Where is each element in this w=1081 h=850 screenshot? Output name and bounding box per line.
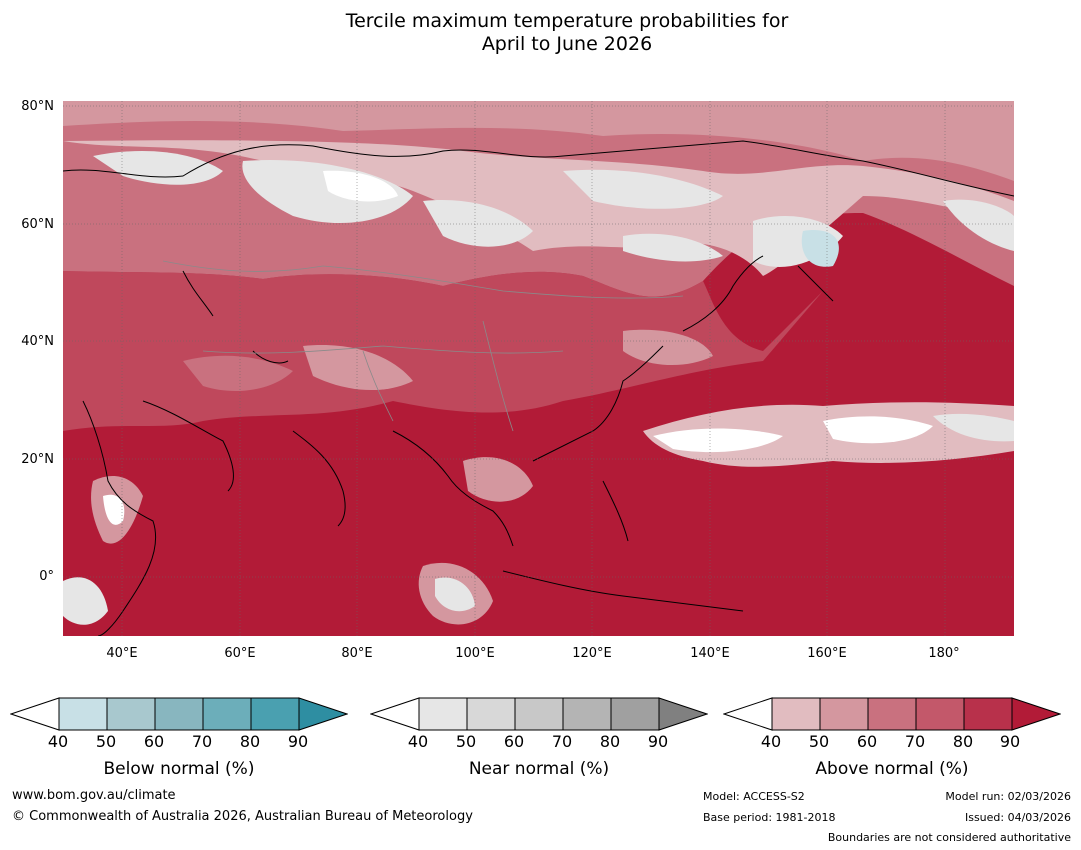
above-tick: 70	[904, 732, 926, 751]
pacific-near-normal	[933, 413, 1014, 442]
colorbar-above-bin-3	[867, 697, 917, 731]
colorbar-near-lower-arrow	[370, 697, 420, 731]
above-tick: 60	[856, 732, 878, 751]
probability-map[interactable]	[63, 101, 1014, 636]
country-borders	[162, 260, 684, 432]
colorbar-below-bin-1	[58, 697, 108, 731]
colorbar-below-bin-5	[250, 697, 300, 731]
near-tick: 80	[599, 732, 621, 751]
colorbar-near	[370, 697, 708, 731]
coastlines	[63, 140, 1014, 636]
colorbar-below-bin-4	[202, 697, 252, 731]
se-asia-patch	[463, 457, 533, 502]
lon-label-180: 180°	[928, 646, 960, 661]
colorbar-below	[10, 697, 348, 731]
map-canvas	[63, 101, 1014, 636]
above-normal-title: Above normal (%)	[815, 759, 969, 779]
lon-label-60e: 60°E	[224, 646, 256, 661]
near-normal-patch	[563, 169, 723, 209]
below-tick: 60	[143, 732, 165, 751]
near-normal-patch	[943, 199, 1014, 251]
lon-label-120e: 120°E	[572, 646, 612, 661]
near-normal-patch	[623, 233, 723, 262]
colorbar-near-bin-5	[610, 697, 660, 731]
colorbar-near-bin-3	[514, 697, 564, 731]
lon-label-160e: 160°E	[807, 646, 847, 661]
below-tick: 50	[95, 732, 117, 751]
near-tick: 40	[407, 732, 429, 751]
model-run-label: Model run: 02/03/2026	[945, 790, 1071, 803]
near-normal-patch	[242, 160, 413, 224]
base-period-label: Base period: 1981-2018	[703, 811, 836, 824]
above-tick: 90	[999, 732, 1021, 751]
gridlines	[63, 101, 1014, 636]
lat-label-40n: 40°N	[21, 334, 54, 349]
near-normal-patch-white	[323, 170, 398, 202]
colorbar-below-bin-3	[154, 697, 204, 731]
below-tick: 80	[239, 732, 261, 751]
title-line-2: April to June 2026	[481, 33, 653, 55]
colorbar-above-bin-2	[819, 697, 869, 731]
title-line-1: Tercile maximum temperature probabilitie…	[345, 10, 789, 32]
colorbar-near-bin-4	[562, 697, 612, 731]
colorbar-above-bin-1	[771, 697, 821, 731]
boundaries-disclaimer: Boundaries are not considered authoritat…	[827, 831, 1071, 844]
colorbar-above	[723, 697, 1061, 731]
lat-label-60n: 60°N	[21, 217, 54, 232]
lon-label-140e: 140°E	[690, 646, 730, 661]
below-normal-title: Below normal (%)	[103, 759, 255, 779]
lon-label-100e: 100°E	[455, 646, 495, 661]
chart-title: Tercile maximum temperature probabilitie…	[0, 10, 1081, 56]
below-tick: 90	[287, 732, 309, 751]
colorbar-near-bin-2	[466, 697, 516, 731]
issued-label: Issued: 04/03/2026	[964, 811, 1071, 824]
near-normal-patch	[93, 151, 223, 185]
pacific-near-normal	[823, 416, 933, 444]
lat-label-0: 0°	[39, 569, 54, 584]
colorbar-near-bin-1	[418, 697, 468, 731]
copyright-notice: © Commonwealth of Australia 2026, Austra…	[12, 809, 473, 824]
mid-band-70	[63, 271, 823, 431]
colorbar-below-upper-arrow	[298, 697, 348, 731]
near-tick: 60	[503, 732, 525, 751]
mid-patch-60	[183, 355, 293, 391]
near-normal-title: Near normal (%)	[468, 759, 610, 779]
mid-patch-50	[303, 345, 413, 391]
colorbar-above-bin-4	[915, 697, 965, 731]
colorbar-near-upper-arrow	[658, 697, 708, 731]
lat-label-80n: 80°N	[21, 99, 54, 114]
colorbar-above-upper-arrow	[1011, 697, 1061, 731]
colorbar-above-bin-5	[963, 697, 1013, 731]
above-tick: 40	[760, 732, 782, 751]
model-label: Model: ACCESS-S2	[703, 790, 805, 803]
website-link[interactable]: www.bom.gov.au/climate	[12, 788, 176, 803]
lon-label-80e: 80°E	[341, 646, 373, 661]
colorbar-above-lower-arrow	[723, 697, 773, 731]
below-tick: 70	[191, 732, 213, 751]
above-tick: 80	[952, 732, 974, 751]
africa-near-normal	[63, 577, 108, 625]
near-tick: 50	[455, 732, 477, 751]
africa-near-normal	[103, 494, 125, 525]
above-tick: 50	[808, 732, 830, 751]
near-normal-patch	[423, 200, 533, 247]
below-tick: 40	[47, 732, 69, 751]
near-tick: 90	[647, 732, 669, 751]
north-band-50	[63, 101, 1014, 181]
mid-patch-50	[623, 329, 713, 366]
pacific-near-normal	[653, 428, 783, 453]
indian-ocean-near-normal	[435, 577, 475, 612]
below-normal-patch	[801, 230, 839, 267]
lon-label-40e: 40°E	[106, 646, 138, 661]
colorbar-below-lower-arrow	[10, 697, 60, 731]
colorbar-below-bin-2	[106, 697, 156, 731]
near-tick: 70	[551, 732, 573, 751]
lat-label-20n: 20°N	[21, 452, 54, 467]
